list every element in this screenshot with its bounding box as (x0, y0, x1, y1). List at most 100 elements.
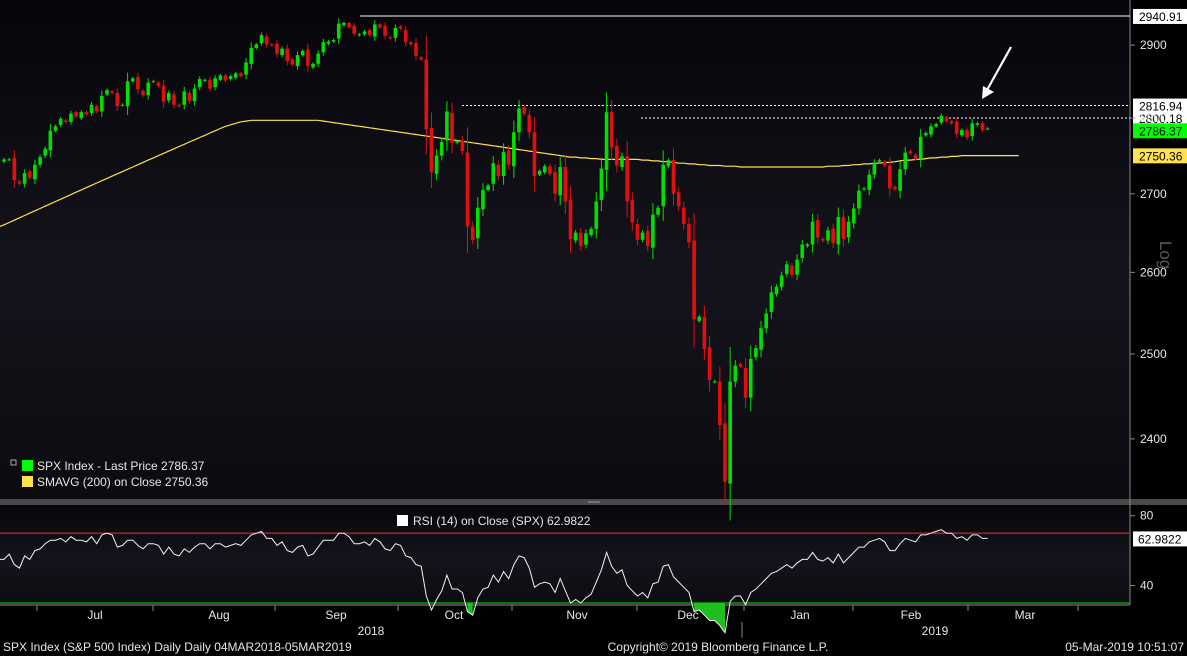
candle-body (929, 126, 933, 135)
y-tick-label: 2500 (1140, 347, 1167, 361)
candle-body (203, 79, 207, 81)
candle-body (342, 22, 346, 26)
candle-body (759, 328, 763, 350)
candle-body (115, 92, 120, 107)
candle-body (64, 120, 68, 122)
candle-body (79, 112, 84, 119)
candle-body (542, 166, 547, 173)
candle-body (33, 164, 37, 180)
candle-body (393, 27, 398, 38)
candle-body (311, 63, 315, 68)
candle-body (975, 123, 980, 125)
candle-body (903, 152, 908, 170)
rsi-oversold-fill (694, 603, 725, 633)
candle-body (836, 217, 841, 245)
candle-body (949, 121, 954, 124)
candle-body (290, 59, 295, 65)
candle-body (352, 25, 356, 34)
candle-body (218, 75, 223, 80)
y-tick-label: 2900 (1140, 38, 1167, 52)
rsi-value-tag-label: 62.9822 (1138, 532, 1182, 546)
rsi-line (0, 529, 988, 634)
price-tag (1133, 123, 1187, 139)
candle-body (666, 160, 671, 167)
candle-body (7, 159, 11, 161)
candle-body (851, 208, 856, 224)
candle-body (100, 95, 104, 112)
candle-body (934, 124, 938, 127)
candle-body (579, 232, 583, 247)
candle-body (419, 57, 423, 60)
candle-body (857, 190, 861, 209)
candle-body (790, 265, 794, 275)
candle-body (831, 228, 835, 243)
price-tag-label: 2750.36 (1139, 149, 1183, 163)
candle-body (187, 92, 192, 102)
candle-body (527, 115, 532, 133)
candle-body (156, 82, 161, 86)
rsi-y-tick-label: 40 (1140, 579, 1154, 593)
candle-body (867, 174, 871, 190)
candle-body (295, 55, 300, 67)
candle-body (264, 36, 269, 45)
candle-body (259, 35, 264, 43)
candle-body (120, 104, 125, 106)
candle-body (573, 232, 578, 241)
candle-body (553, 172, 557, 194)
candle-body (300, 50, 305, 56)
candle-body (177, 104, 181, 107)
candle-body (661, 164, 665, 207)
reference-tag-label: 2800.18 (1139, 112, 1183, 126)
x-month-label: Nov (566, 608, 587, 622)
candle-body (17, 181, 22, 184)
candle-body (522, 106, 526, 114)
candle-body (213, 78, 217, 88)
candle-body (439, 142, 444, 156)
candle-body (743, 368, 748, 398)
candle-body (810, 221, 815, 245)
candle-body (625, 156, 629, 202)
candle-body (728, 381, 732, 484)
candle-body (398, 26, 403, 29)
price-tag (1133, 148, 1187, 164)
candle-body (161, 85, 166, 102)
candle-body (94, 106, 99, 112)
candle-body (105, 90, 109, 95)
candle-body (172, 94, 176, 105)
legend: SPX Index - Last Price 2786.37 SMAVG (20… (10, 459, 209, 489)
candle-body (924, 133, 928, 136)
candle-body (373, 24, 377, 37)
candle-body (692, 240, 696, 320)
candle-body (347, 22, 351, 28)
y-tick-label: 2700 (1140, 187, 1167, 201)
candle-body (970, 123, 974, 137)
x-month-label: Mar (1015, 608, 1036, 622)
candle-body (130, 78, 135, 82)
y-tick-label: 2800 (1140, 111, 1167, 125)
rsi-legend-swatch (397, 515, 408, 526)
candle-body (815, 220, 820, 238)
candle-body (676, 192, 681, 207)
candle-body (506, 150, 511, 165)
candle-body (568, 199, 573, 239)
x-month-label: Jul (87, 608, 102, 622)
log-axis-label: Log (1156, 241, 1175, 269)
candle-body (136, 76, 140, 90)
candle-body (424, 59, 429, 130)
arrow-annotation (982, 46, 1012, 99)
candle-body (429, 127, 434, 173)
candle-body (403, 30, 408, 43)
candle-body (89, 104, 94, 113)
candle-body (599, 168, 604, 200)
legend-collapse-icon[interactable] (10, 459, 17, 466)
candle-body (244, 62, 248, 75)
candle-body (800, 244, 805, 258)
candle-body (249, 47, 253, 64)
candle-body (470, 226, 475, 240)
candle-body (146, 82, 150, 96)
candle-body (584, 233, 588, 245)
candle-body (275, 43, 279, 54)
candle-body (687, 224, 691, 243)
candle-body (537, 170, 542, 175)
